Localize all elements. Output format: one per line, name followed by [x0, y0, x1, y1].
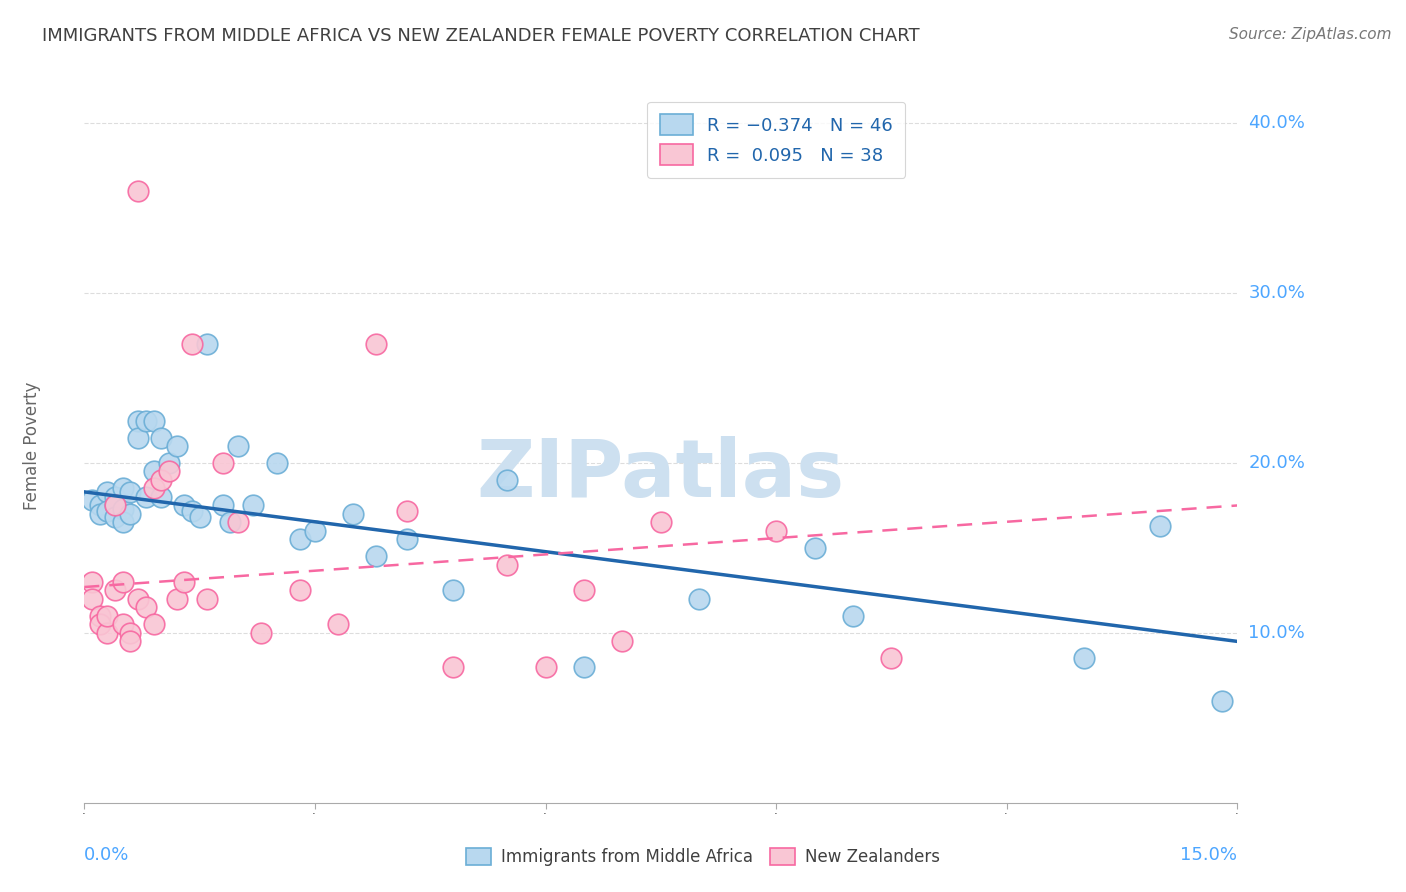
Point: [195, 591, 218, 606]
Point: [288, 583, 311, 598]
Point: [111, 617, 134, 632]
Legend: R = −0.374   N = 46, R =  0.095   N = 38: R = −0.374 N = 46, R = 0.095 N = 38: [647, 102, 905, 178]
Point: [173, 499, 195, 513]
Text: 20.0%: 20.0%: [1249, 454, 1305, 472]
Point: [150, 473, 173, 487]
Point: [226, 516, 249, 530]
Point: [326, 617, 349, 632]
Text: 30.0%: 30.0%: [1249, 284, 1305, 302]
Point: [765, 524, 787, 538]
Point: [80, 591, 103, 606]
Point: [266, 456, 288, 470]
Point: [242, 499, 264, 513]
Text: 15.0%: 15.0%: [1180, 846, 1237, 863]
Point: [89, 608, 111, 623]
Point: [80, 493, 103, 508]
Point: [135, 490, 157, 504]
Point: [288, 533, 311, 547]
Point: [342, 507, 364, 521]
Point: [173, 574, 195, 589]
Point: [219, 516, 242, 530]
Point: [120, 484, 142, 499]
Point: [534, 660, 557, 674]
Point: [80, 574, 103, 589]
Point: [120, 634, 142, 648]
Point: [250, 626, 273, 640]
Point: [96, 503, 118, 517]
Text: ZIPatlas: ZIPatlas: [477, 435, 845, 514]
Point: [111, 516, 134, 530]
Point: [157, 465, 180, 479]
Point: [572, 583, 595, 598]
Point: [120, 626, 142, 640]
Text: Female Poverty: Female Poverty: [24, 382, 42, 510]
Text: Source: ZipAtlas.com: Source: ZipAtlas.com: [1229, 27, 1392, 42]
Point: [96, 626, 118, 640]
Point: [120, 507, 142, 521]
Point: [89, 507, 111, 521]
Point: [111, 482, 134, 496]
Point: [111, 574, 134, 589]
Text: 40.0%: 40.0%: [1249, 114, 1305, 132]
Point: [150, 490, 173, 504]
Point: [96, 484, 118, 499]
Point: [181, 503, 204, 517]
Point: [181, 337, 204, 351]
Text: IMMIGRANTS FROM MIDDLE AFRICA VS NEW ZEALANDER FEMALE POVERTY CORRELATION CHART: IMMIGRANTS FROM MIDDLE AFRICA VS NEW ZEA…: [42, 27, 920, 45]
Point: [111, 501, 134, 516]
Point: [441, 583, 464, 598]
Point: [1149, 519, 1171, 533]
Point: [142, 465, 165, 479]
Point: [496, 558, 519, 572]
Point: [142, 617, 165, 632]
Point: [166, 591, 188, 606]
Point: [104, 510, 127, 524]
Point: [880, 651, 903, 665]
Point: [127, 184, 149, 198]
Point: [135, 413, 157, 427]
Point: [396, 533, 419, 547]
Point: [211, 499, 233, 513]
Point: [89, 499, 111, 513]
Point: [127, 413, 149, 427]
Point: [1073, 651, 1095, 665]
Text: 0.0%: 0.0%: [84, 846, 129, 863]
Point: [104, 490, 127, 504]
Point: [688, 591, 710, 606]
Point: [842, 608, 865, 623]
Point: [127, 430, 149, 444]
Point: [441, 660, 464, 674]
Point: [572, 660, 595, 674]
Point: [135, 600, 157, 615]
Point: [211, 456, 233, 470]
Point: [188, 510, 211, 524]
Point: [1211, 694, 1233, 708]
Text: 10.0%: 10.0%: [1249, 624, 1305, 642]
Point: [142, 482, 165, 496]
Point: [96, 608, 118, 623]
Point: [366, 337, 388, 351]
Point: [304, 524, 326, 538]
Point: [803, 541, 825, 555]
Point: [195, 337, 218, 351]
Point: [104, 499, 127, 513]
Point: [612, 634, 634, 648]
Point: [650, 516, 672, 530]
Point: [496, 473, 519, 487]
Point: [104, 583, 127, 598]
Point: [104, 499, 127, 513]
Point: [142, 413, 165, 427]
Point: [366, 549, 388, 564]
Legend: Immigrants from Middle Africa, New Zealanders: Immigrants from Middle Africa, New Zeala…: [458, 840, 948, 875]
Point: [127, 591, 149, 606]
Point: [226, 439, 249, 453]
Point: [396, 503, 419, 517]
Point: [150, 430, 173, 444]
Point: [157, 456, 180, 470]
Point: [166, 439, 188, 453]
Point: [89, 617, 111, 632]
